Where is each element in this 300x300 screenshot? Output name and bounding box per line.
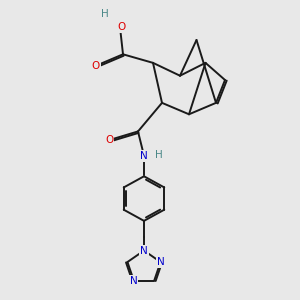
- Text: N: N: [140, 151, 148, 161]
- Text: O: O: [117, 22, 126, 32]
- Text: H: H: [101, 9, 109, 19]
- Text: N: N: [157, 257, 164, 267]
- Text: N: N: [130, 275, 138, 286]
- Text: O: O: [92, 61, 100, 71]
- Text: H: H: [155, 150, 163, 160]
- Text: O: O: [105, 135, 114, 145]
- Text: N: N: [140, 246, 148, 256]
